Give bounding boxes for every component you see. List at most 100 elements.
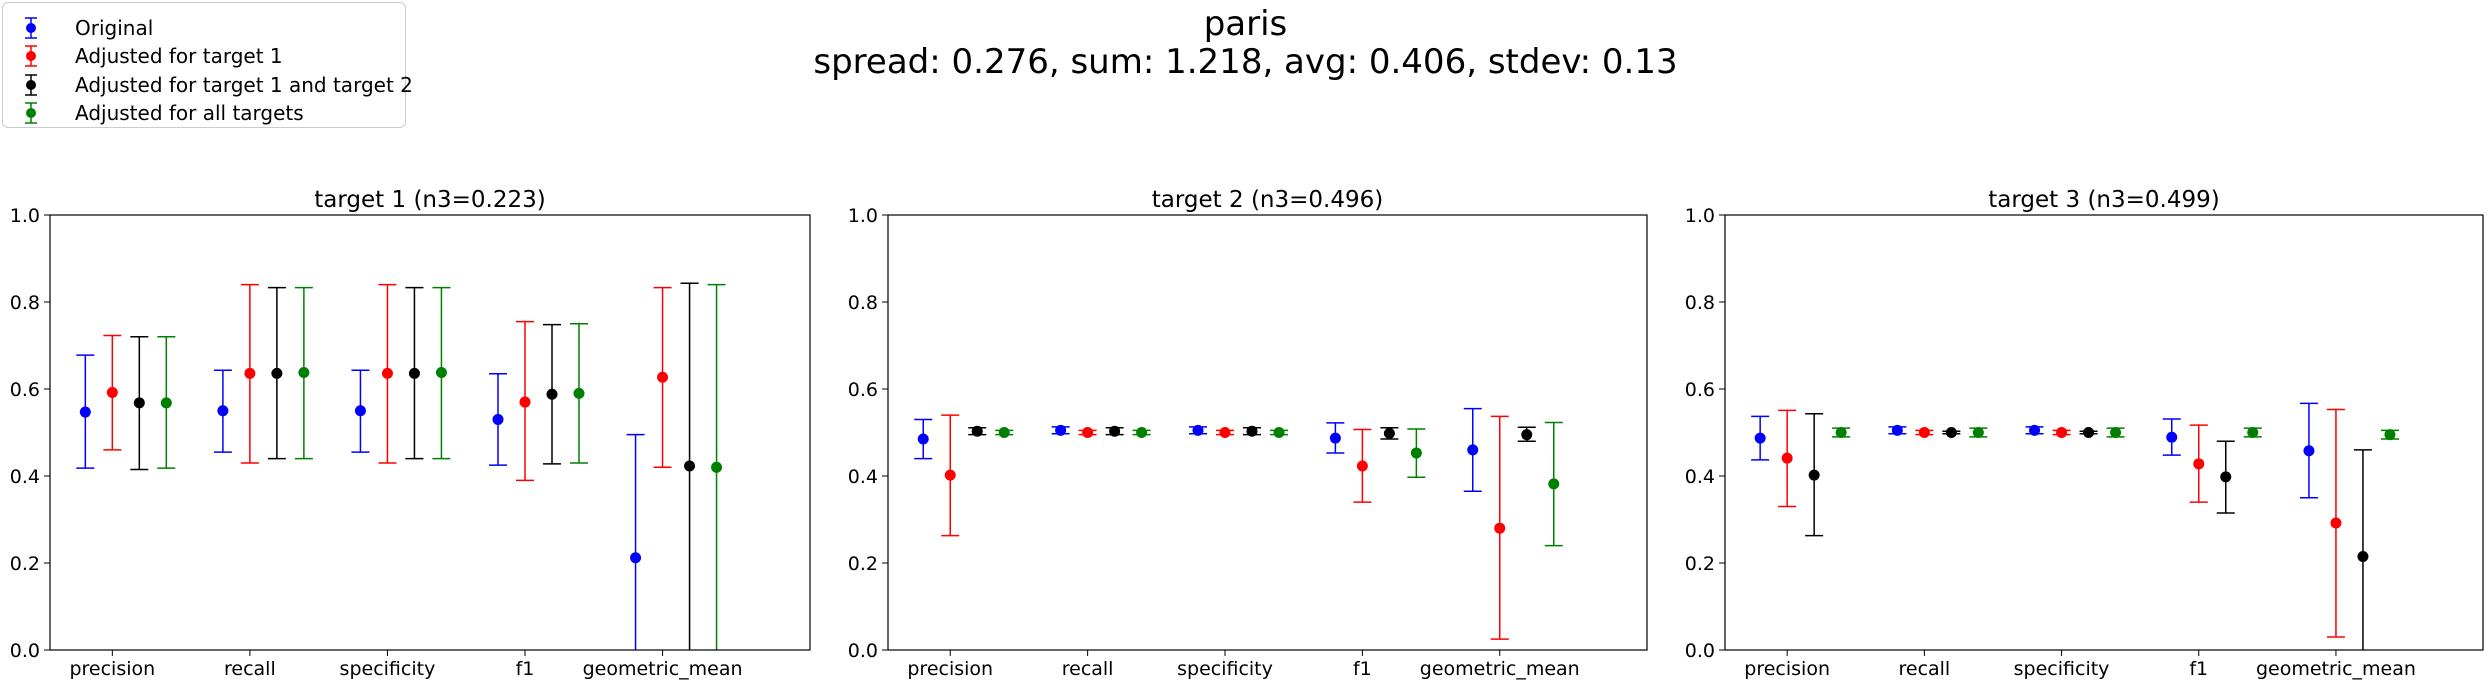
data-point (944, 469, 956, 481)
data-point (2247, 427, 2259, 438)
legend-item-target1-and-2: Adjusted for target 1 and target 2 (11, 71, 413, 99)
data-point (244, 367, 256, 379)
x-tick-label: specificity (1177, 658, 1273, 680)
x-tick-label: recall (1062, 658, 1114, 680)
plot-area-frame (1724, 214, 2484, 651)
data-point (1467, 444, 1479, 456)
y-tick-label: 0.0 (1685, 640, 1715, 662)
data-point (2357, 550, 2369, 562)
data-point (1972, 427, 1984, 438)
data-point (492, 413, 504, 425)
legend-marker-icon (25, 17, 37, 39)
y-tick-label: 0.8 (1685, 292, 1715, 314)
x-tick-label: precision (1744, 658, 1830, 680)
y-tick-label: 0.2 (1685, 553, 1715, 575)
legend-item-all-targets: Adjusted for all targets (11, 99, 304, 127)
x-tick-label: precision (907, 658, 993, 680)
x-tick-label: recall (1898, 658, 1950, 680)
data-point (2330, 517, 2342, 529)
data-point (435, 366, 447, 378)
data-point (106, 386, 118, 398)
y-tick-label: 0.6 (848, 379, 878, 401)
y-tick-label: 1.0 (1685, 205, 1715, 227)
data-point (217, 405, 229, 417)
data-point (1273, 427, 1285, 438)
legend: Original Adjusted for target 1 Adjusted … (2, 2, 413, 128)
data-point (1109, 425, 1121, 437)
y-tick-label: 0.2 (10, 553, 40, 575)
figure-subtitle: spread: 0.276, sum: 1.218, avg: 0.406, s… (813, 42, 1678, 82)
data-point (711, 461, 723, 473)
legend-label: Adjusted for target 1 (75, 44, 283, 68)
x-tick-label: f1 (1353, 658, 1372, 680)
data-point (546, 388, 558, 400)
x-tick-label: geometric_mean (2256, 658, 2416, 680)
data-point (998, 427, 1010, 438)
legend-label: Adjusted for all targets (75, 101, 304, 125)
y-tick-label: 1.0 (10, 205, 40, 227)
y-tick-label: 0.0 (10, 640, 40, 662)
data-point (1808, 469, 1820, 481)
data-point (1494, 522, 1506, 534)
data-point (1136, 427, 1148, 438)
x-tick-label: f1 (2189, 658, 2208, 680)
legend-marker-icon (25, 74, 37, 96)
data-point (1918, 427, 1930, 438)
data-point (79, 406, 91, 418)
y-tick-label: 0.6 (10, 379, 40, 401)
data-point (2166, 431, 2178, 443)
legend-marker-icon (25, 45, 37, 67)
data-point (1055, 424, 1067, 436)
y-tick-label: 0.0 (848, 640, 878, 662)
data-point (133, 397, 145, 409)
data-point (1945, 427, 1957, 438)
plot-area-frame (887, 214, 1648, 651)
chart-title: target 2 (n3=0.496) (1152, 187, 1383, 213)
data-point (657, 371, 669, 383)
data-point (1356, 460, 1368, 472)
data-point (573, 387, 585, 399)
data-point (2303, 445, 2315, 457)
data-point (2083, 427, 2095, 438)
data-point (1082, 427, 1094, 438)
data-point (1891, 424, 1903, 436)
data-point (354, 405, 366, 417)
data-point (1835, 427, 1847, 438)
x-tick-label: specificity (2014, 658, 2110, 680)
x-tick-label: recall (224, 658, 276, 680)
data-point (1329, 432, 1341, 444)
y-tick-label: 1.0 (848, 205, 878, 227)
plot-area-frame (49, 214, 811, 651)
y-tick-label: 0.4 (848, 466, 878, 488)
data-point (630, 552, 642, 564)
data-point (684, 460, 696, 472)
x-tick-label: geometric_mean (583, 658, 743, 680)
x-tick-label: f1 (516, 658, 535, 680)
data-point (1521, 429, 1533, 441)
y-tick-label: 0.6 (1685, 379, 1715, 401)
data-point (2220, 471, 2232, 483)
data-point (298, 366, 310, 378)
data-point (1754, 432, 1766, 444)
data-point (271, 367, 283, 379)
chart-title: target 3 (n3=0.499) (1988, 187, 2219, 213)
legend-label: Adjusted for target 1 and target 2 (75, 73, 413, 97)
y-tick-label: 0.4 (1685, 466, 1715, 488)
chart-title: target 1 (n3=0.223) (314, 187, 545, 213)
data-point (1246, 425, 1258, 437)
legend-item-original: Original (11, 14, 153, 42)
figure-title: paris (1203, 4, 1288, 44)
data-point (1781, 452, 1793, 464)
data-point (2029, 424, 2041, 436)
data-point (1410, 447, 1422, 459)
legend-label: Original (75, 16, 154, 40)
y-tick-label: 0.8 (848, 292, 878, 314)
data-point (408, 367, 420, 379)
y-tick-label: 0.8 (10, 292, 40, 314)
legend-item-target1: Adjusted for target 1 (11, 42, 283, 70)
data-point (1383, 427, 1395, 439)
data-point (2193, 458, 2205, 470)
data-point (1192, 424, 1204, 436)
data-point (381, 367, 393, 379)
data-point (1548, 478, 1560, 490)
